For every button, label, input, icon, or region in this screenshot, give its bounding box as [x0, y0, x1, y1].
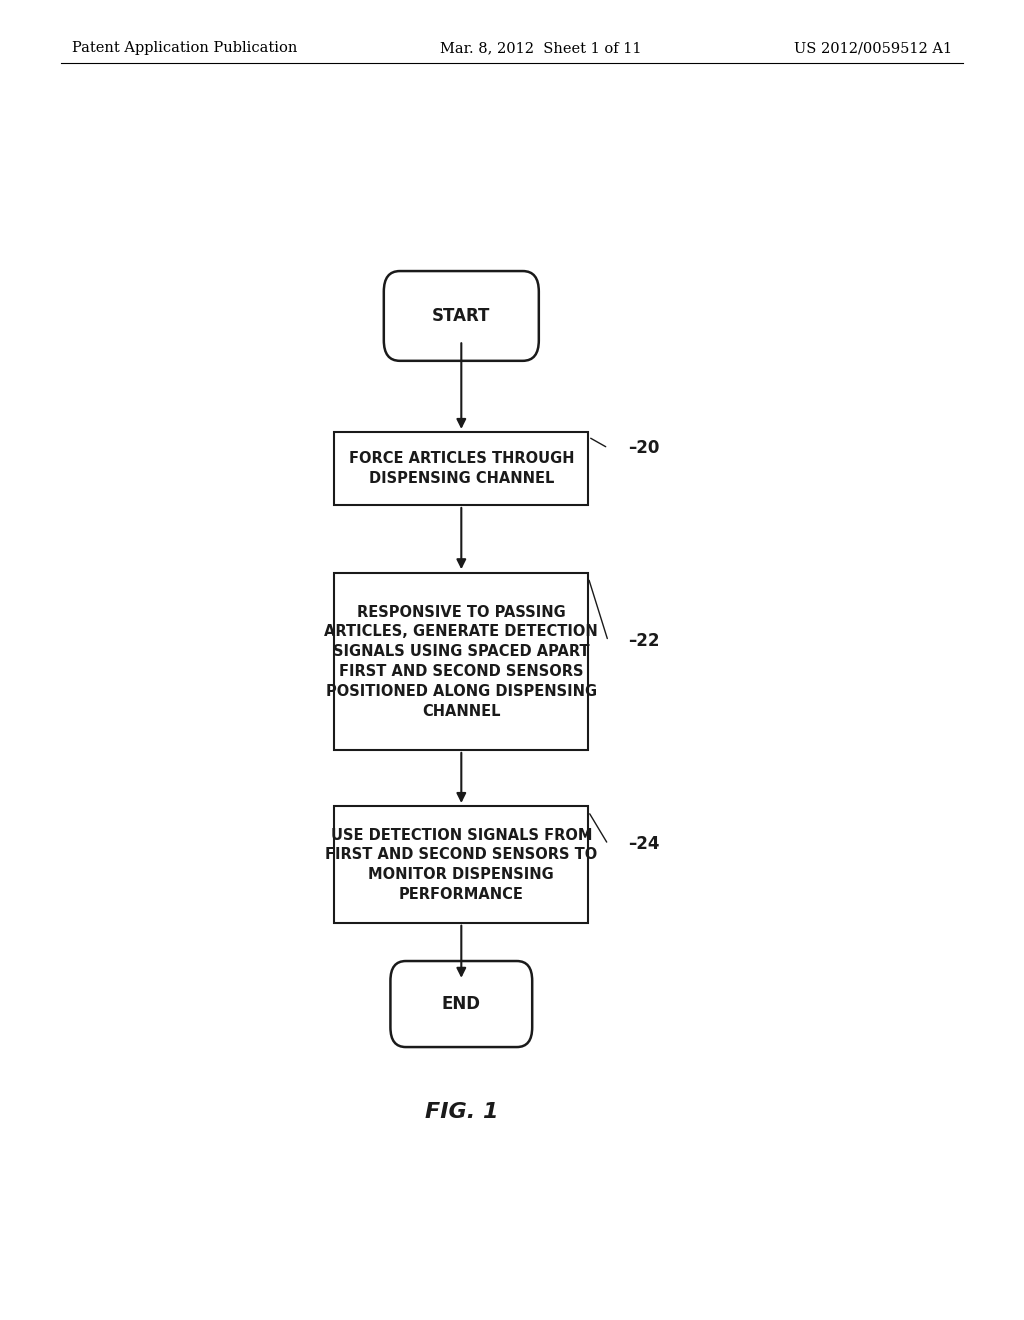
Text: Patent Application Publication: Patent Application Publication	[72, 41, 297, 55]
Text: Mar. 8, 2012  Sheet 1 of 11: Mar. 8, 2012 Sheet 1 of 11	[440, 41, 642, 55]
Text: USE DETECTION SIGNALS FROM
FIRST AND SECOND SENSORS TO
MONITOR DISPENSING
PERFOR: USE DETECTION SIGNALS FROM FIRST AND SEC…	[326, 828, 597, 902]
Text: US 2012/0059512 A1: US 2012/0059512 A1	[795, 41, 952, 55]
Bar	[334, 432, 588, 506]
Text: FIG. 1: FIG. 1	[425, 1102, 498, 1122]
FancyBboxPatch shape	[390, 961, 532, 1047]
Text: FORCE ARTICLES THROUGH
DISPENSING CHANNEL: FORCE ARTICLES THROUGH DISPENSING CHANNE…	[348, 451, 574, 486]
Text: –22: –22	[628, 632, 659, 651]
FancyBboxPatch shape	[384, 271, 539, 360]
Text: START: START	[432, 308, 490, 325]
Bar	[334, 573, 588, 751]
Bar	[334, 807, 588, 923]
Text: –24: –24	[628, 836, 659, 854]
Text: –20: –20	[628, 440, 659, 457]
Text: RESPONSIVE TO PASSING
ARTICLES, GENERATE DETECTION
SIGNALS USING SPACED APART
FI: RESPONSIVE TO PASSING ARTICLES, GENERATE…	[325, 605, 598, 718]
Text: END: END	[441, 995, 481, 1012]
